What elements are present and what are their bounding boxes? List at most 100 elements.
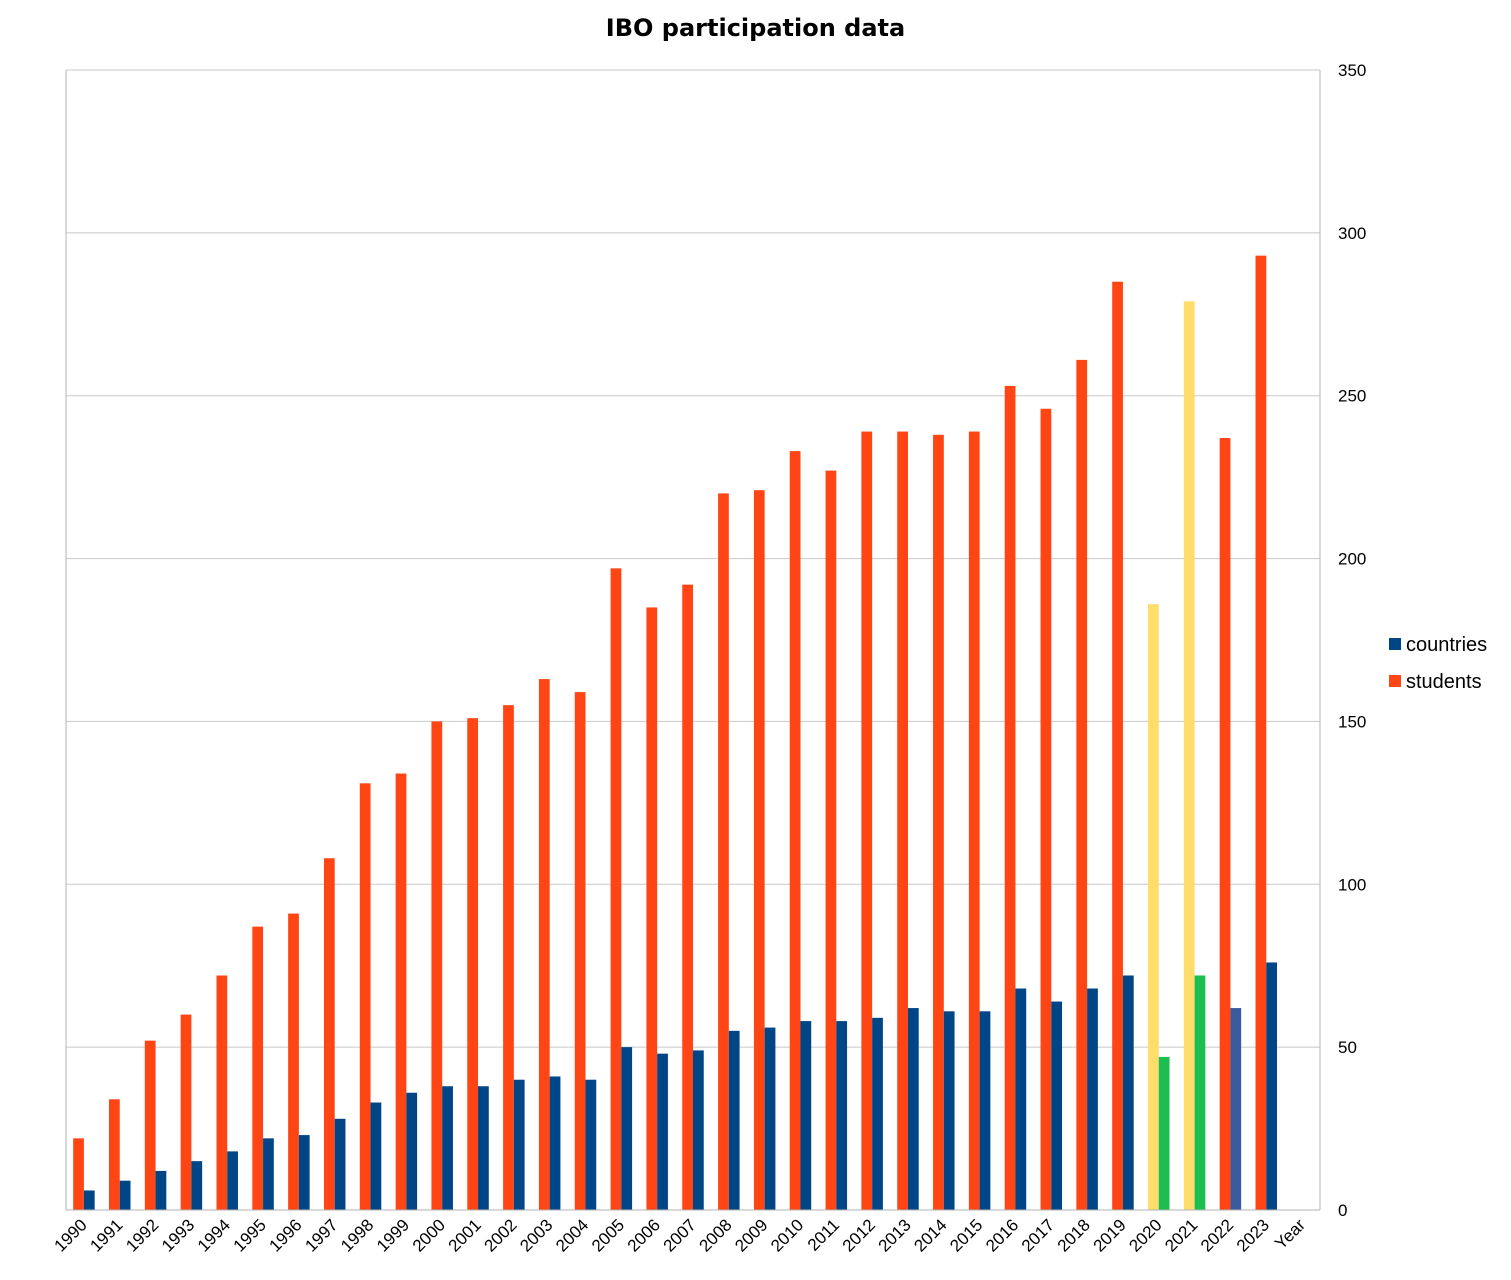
x-tick-label: 1993 (158, 1215, 198, 1255)
x-tick-label: 1992 (122, 1215, 162, 1255)
bar-students-2019 (1112, 281, 1123, 1210)
x-tick-label: 2006 (624, 1215, 664, 1255)
bar-countries-1996 (298, 1135, 310, 1210)
bar-countries-2014 (943, 1011, 955, 1210)
bar-countries-1998 (370, 1102, 382, 1210)
x-tick-label: 2004 (552, 1215, 592, 1255)
x-tick-label: 1998 (337, 1215, 377, 1255)
bar-countries-2011 (836, 1021, 848, 1210)
x-axis-label: Year (1271, 1215, 1309, 1253)
x-tick-label: 2003 (516, 1215, 556, 1255)
x-tick-label: 2013 (875, 1215, 915, 1255)
bar-countries-2010 (800, 1021, 812, 1210)
x-tick-label: 1990 (51, 1215, 91, 1255)
x-tick-label: 2018 (1054, 1215, 1094, 1255)
bar-countries-1990 (83, 1190, 95, 1210)
bar-countries-2013 (907, 1008, 919, 1210)
bar-students-1994 (216, 975, 228, 1210)
bar-countries-2007 (693, 1050, 704, 1210)
y-tick-label: 350 (1338, 61, 1366, 80)
x-tick-label: 2020 (1125, 1215, 1165, 1255)
y-tick-label: 150 (1338, 712, 1366, 731)
bar-countries-2001 (478, 1086, 489, 1210)
bar-countries-2018 (1087, 988, 1098, 1210)
bar-countries-2006 (657, 1053, 668, 1210)
x-tick-label: 2001 (445, 1215, 485, 1255)
bar-students-1998 (359, 783, 371, 1210)
bar-countries-2015 (979, 1011, 991, 1210)
x-tick-label: 1996 (266, 1215, 306, 1255)
bar-students-2022 (1219, 438, 1231, 1210)
x-tick-label: 1999 (373, 1215, 413, 1255)
bar-countries-1995 (263, 1138, 274, 1210)
y-tick-label: 0 (1338, 1201, 1347, 1220)
x-tick-label: 2016 (982, 1215, 1022, 1255)
y-tick-label: 300 (1338, 224, 1366, 243)
legend-swatch-students (1389, 675, 1401, 687)
x-tick-label: 1991 (86, 1215, 126, 1255)
bars (73, 255, 1278, 1211)
bar-students-2014 (933, 434, 944, 1210)
bar-countries-2019 (1122, 975, 1134, 1210)
x-tick-label: 2015 (946, 1215, 986, 1255)
bar-countries-2016 (1015, 988, 1027, 1210)
bar-students-2008 (718, 493, 729, 1210)
bar-countries-2017 (1051, 1001, 1063, 1210)
x-tick-label: 1997 (301, 1215, 341, 1255)
bar-countries-2002 (513, 1079, 525, 1210)
x-tick-label: 2023 (1233, 1215, 1273, 1255)
legend-label-students: students (1406, 671, 1482, 693)
bar-students-2009 (753, 490, 765, 1211)
bar-countries-2000 (442, 1086, 453, 1210)
x-tick-label: 2014 (910, 1215, 950, 1255)
bar-students-2023 (1255, 255, 1267, 1210)
bar-countries-1992 (155, 1170, 167, 1210)
x-tick-label: 2005 (588, 1215, 628, 1255)
bar-students-1991 (108, 1099, 120, 1210)
bar-students-1996 (288, 913, 299, 1210)
legend-label-countries: countries (1406, 634, 1487, 656)
y-tick-label: 250 (1338, 387, 1366, 406)
bar-countries-2012 (872, 1017, 883, 1210)
bar-students-2004 (574, 692, 586, 1210)
bar-countries-1999 (406, 1092, 418, 1210)
bar-students-1990 (73, 1138, 84, 1210)
bar-students-1999 (395, 773, 407, 1210)
legend-swatch-countries (1389, 638, 1401, 650)
bar-countries-2022 (1230, 1008, 1242, 1210)
bar-students-2010 (789, 451, 801, 1211)
bar-students-2020 (1148, 604, 1159, 1210)
bar-students-2012 (861, 431, 873, 1210)
legend: countries students (1389, 634, 1487, 693)
x-tick-label: 2000 (409, 1215, 449, 1255)
bar-students-1995 (252, 926, 264, 1210)
x-tick-label: 2002 (481, 1215, 521, 1255)
bar-students-2013 (897, 431, 908, 1210)
bar-countries-1991 (119, 1180, 131, 1210)
bar-countries-2005 (621, 1047, 633, 1210)
x-tick-label: 1994 (194, 1215, 234, 1255)
bar-students-2005 (610, 568, 622, 1210)
bar-countries-2004 (585, 1079, 597, 1210)
x-tick-label: 2007 (660, 1215, 700, 1255)
y-tick-label: 200 (1338, 550, 1366, 569)
bar-students-1997 (323, 858, 335, 1210)
bar-students-2000 (431, 721, 443, 1210)
chart-title: IBO participation data (605, 14, 906, 42)
bar-students-2001 (467, 718, 479, 1210)
x-tick-label: 2011 (804, 1215, 843, 1254)
y-tick-label: 100 (1338, 875, 1366, 894)
x-tick-label: 2012 (839, 1215, 879, 1255)
bar-students-2007 (682, 584, 693, 1210)
x-tick-label: 2021 (1161, 1215, 1201, 1255)
y-tick-label: 50 (1338, 1038, 1357, 1057)
x-tick-label: 2009 (731, 1215, 771, 1255)
bar-students-2021 (1183, 301, 1195, 1210)
bar-students-2003 (538, 679, 550, 1210)
bar-students-1993 (180, 1014, 192, 1210)
x-tick-label: 2008 (695, 1215, 735, 1255)
bar-students-2017 (1040, 408, 1052, 1210)
bar-countries-2009 (764, 1027, 776, 1210)
